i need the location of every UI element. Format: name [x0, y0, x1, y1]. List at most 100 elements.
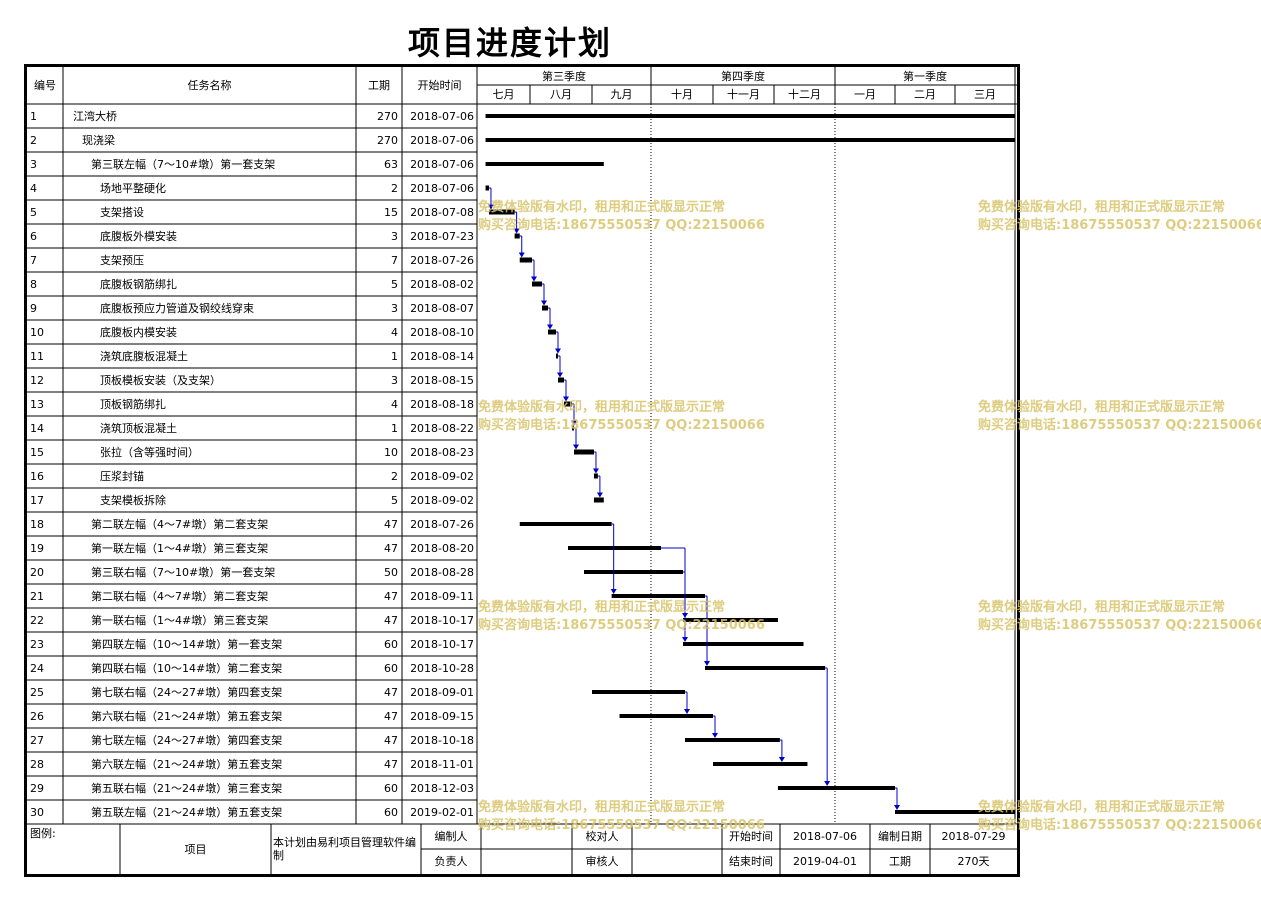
- editor-label: 编制人: [434, 830, 468, 843]
- task-bar: [564, 401, 572, 407]
- task-duration: 47: [384, 709, 398, 723]
- watermark-line: 免费体验版有水印，租用和正式版显示正常: [978, 200, 1226, 215]
- row-number: 30: [30, 805, 44, 819]
- task-name: 支架预压: [100, 253, 144, 267]
- task-name: 底腹板外模安装: [100, 229, 177, 243]
- task-start: 2018-07-26: [410, 253, 474, 267]
- task-bar: [532, 281, 542, 287]
- end-time-label: 结束时间: [729, 855, 773, 868]
- row-number: 23: [30, 637, 44, 651]
- task-name: 第七联右幅（24～27#墩）第四套支架: [91, 685, 283, 699]
- row-number: 22: [30, 613, 44, 627]
- watermark-line: 购买咨询电话:18675550537 QQ:22150066: [478, 618, 765, 633]
- task-duration: 47: [384, 733, 398, 747]
- task-name: 底腹板预应力管道及钢绞线穿束: [100, 301, 254, 315]
- task-bar: [713, 762, 808, 766]
- month-label: 三月: [974, 88, 996, 101]
- watermark: 免费体验版有水印，租用和正式版显示正常 购买咨询电话:18675550537 QQ…: [478, 199, 765, 235]
- header-no: 编号: [34, 79, 56, 92]
- task-bar: [485, 138, 1015, 142]
- task-start: 2018-08-18: [410, 397, 474, 411]
- task-start: 2018-11-01: [410, 757, 474, 771]
- task-bar: [683, 618, 778, 622]
- task-start: 2018-07-08: [410, 205, 474, 219]
- row-number: 15: [30, 445, 44, 459]
- task-duration: 60: [384, 781, 398, 795]
- task-bar: [592, 690, 685, 694]
- task-start: 2018-10-17: [410, 637, 474, 651]
- task-start: 2018-07-06: [410, 181, 474, 195]
- task-start: 2019-02-01: [410, 805, 474, 819]
- watermark: 免费体验版有水印，租用和正式版显示正常 购买咨询电话:18675550537 QQ…: [478, 599, 765, 635]
- task-start: 2018-08-02: [410, 277, 474, 291]
- task-start: 2018-07-06: [410, 109, 474, 123]
- task-start: 2018-10-28: [410, 661, 474, 675]
- month-label: 九月: [610, 88, 633, 101]
- watermark-line: 免费体验版有水印，租用和正式版显示正常: [978, 800, 1226, 815]
- row-number: 6: [30, 229, 37, 243]
- row-number: 10: [30, 325, 44, 339]
- owner-label: 负责人: [434, 855, 468, 868]
- task-duration: 2: [391, 469, 398, 483]
- row-number: 13: [30, 397, 44, 411]
- row-number: 24: [30, 661, 44, 675]
- task-start: 2018-08-23: [410, 445, 474, 459]
- task-duration: 47: [384, 613, 398, 627]
- watermark-line: 免费体验版有水印，租用和正式版显示正常: [478, 400, 726, 415]
- task-name: 第六联右幅（21～24#墩）第五套支架: [91, 709, 283, 723]
- task-duration: 3: [391, 301, 398, 315]
- watermark-line: 购买咨询电话:18675550537 QQ:22150066: [478, 818, 765, 833]
- row-number: 21: [30, 589, 44, 603]
- task-start: 2018-07-26: [410, 517, 474, 531]
- task-duration: 60: [384, 805, 398, 819]
- row-number: 27: [30, 733, 44, 747]
- month-label: 十二月: [788, 88, 821, 101]
- dependency-arrow: [563, 396, 569, 402]
- task-bar: [485, 185, 489, 191]
- dependency-arrow: [684, 709, 690, 714]
- watermark-line: 购买咨询电话:18675550537 QQ:22150066: [978, 618, 1261, 633]
- task-bar: [593, 497, 604, 503]
- task-start: 2018-09-02: [410, 469, 474, 483]
- row-number: 8: [30, 277, 37, 291]
- task-duration: 60: [384, 661, 398, 675]
- dependency-arrow: [573, 444, 579, 450]
- task-bar: [556, 353, 558, 359]
- task-name: 第五联右幅（21～24#墩）第三套支架: [91, 781, 283, 795]
- month-label: 十一月: [727, 88, 760, 101]
- task-name: 江湾大桥: [73, 109, 117, 123]
- task-start: 2018-08-07: [410, 301, 474, 315]
- task-start: 2018-10-18: [410, 733, 474, 747]
- task-bar: [519, 257, 532, 263]
- header-start: 开始时间: [417, 79, 462, 92]
- legend-project-label: 项目: [184, 842, 207, 856]
- task-name: 浇筑底腹板混凝土: [100, 349, 188, 363]
- row-number: 4: [30, 181, 37, 195]
- task-duration: 47: [384, 541, 398, 555]
- watermark-line: 购买咨询电话:18675550537 QQ:22150066: [478, 418, 765, 433]
- task-bar: [574, 449, 594, 455]
- task-start: 2018-07-06: [410, 133, 474, 147]
- task-start: 2018-08-14: [410, 349, 474, 363]
- task-name: 第一联右幅（1～4#墩）第三套支架: [91, 613, 269, 627]
- dependency-arrow: [610, 589, 617, 594]
- row-number: 29: [30, 781, 44, 795]
- task-duration: 3: [391, 229, 398, 243]
- dependency-arrow: [531, 276, 537, 282]
- watermark: 免费体验版有水印，租用和正式版显示正常购买咨询电话:18675550537 QQ…: [978, 599, 1261, 635]
- task-duration: 7: [391, 253, 398, 267]
- task-duration: 47: [384, 757, 398, 771]
- task-duration: 270: [377, 109, 398, 123]
- dependency-arrow: [541, 300, 547, 306]
- month-label: 二月: [914, 88, 936, 101]
- watermark-line: 购买咨询电话:18675550537 QQ:22150066: [978, 218, 1261, 233]
- task-duration: 15: [384, 205, 398, 219]
- quarter-label: 第四季度: [721, 69, 765, 83]
- start-time-label: 开始时间: [729, 830, 773, 843]
- task-name: 第六联左幅（21～24#墩）第五套支架: [91, 757, 283, 771]
- task-name: 底腹板内模安装: [100, 325, 177, 339]
- watermark-line: 免费体验版有水印，租用和正式版显示正常: [978, 600, 1226, 615]
- dependency-arrow: [712, 733, 718, 738]
- task-duration: 47: [384, 685, 398, 699]
- task-duration: 60: [384, 637, 398, 651]
